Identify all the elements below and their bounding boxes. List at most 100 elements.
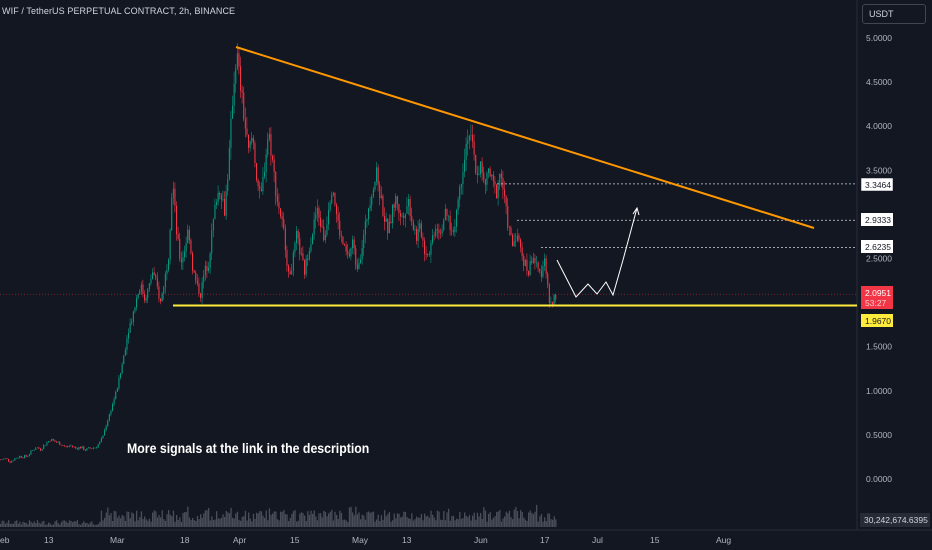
volume-bar bbox=[81, 523, 83, 527]
volume-bar bbox=[492, 517, 495, 527]
candle bbox=[331, 194, 333, 203]
volume-bar bbox=[256, 512, 258, 527]
candle bbox=[422, 237, 424, 241]
volume-bar bbox=[342, 519, 344, 527]
candle bbox=[537, 262, 539, 269]
candle bbox=[219, 193, 221, 196]
volume-bar bbox=[201, 517, 203, 527]
volume-bar bbox=[232, 517, 234, 527]
candle bbox=[363, 234, 365, 248]
projected-path[interactable] bbox=[556, 207, 638, 298]
candle bbox=[30, 450, 32, 455]
volume-bar bbox=[147, 520, 149, 527]
candle bbox=[364, 221, 366, 235]
candle bbox=[38, 447, 40, 449]
volume-bar bbox=[214, 519, 216, 527]
candle bbox=[539, 268, 541, 271]
candle bbox=[195, 272, 197, 281]
candle bbox=[260, 188, 262, 192]
candle bbox=[24, 455, 26, 459]
candle bbox=[550, 301, 552, 303]
volume-bar bbox=[456, 518, 458, 527]
volume-bar bbox=[328, 513, 330, 527]
candle bbox=[372, 189, 374, 197]
volume-bar bbox=[190, 520, 192, 527]
price-tag-1-9670: 1.9670 bbox=[861, 314, 893, 327]
volume-bar bbox=[321, 517, 323, 527]
volume-bar bbox=[73, 521, 75, 527]
volume-bar bbox=[284, 514, 287, 527]
volume-bar bbox=[408, 518, 410, 527]
volume-bar bbox=[499, 510, 501, 527]
volume-bar bbox=[508, 510, 511, 527]
candle bbox=[299, 238, 301, 255]
candle bbox=[379, 184, 381, 198]
volume-bar bbox=[529, 510, 531, 527]
candle bbox=[294, 243, 296, 253]
volume-bar bbox=[24, 522, 26, 527]
volume-bar bbox=[420, 513, 423, 527]
volume-bar bbox=[204, 510, 207, 527]
candle bbox=[545, 258, 547, 274]
volume-bar bbox=[344, 519, 346, 527]
candle bbox=[216, 202, 218, 205]
candle bbox=[97, 444, 99, 448]
candle bbox=[25, 455, 27, 457]
price-tag-text: 2.6235 bbox=[865, 242, 891, 252]
candle bbox=[169, 230, 171, 260]
candle bbox=[347, 251, 349, 254]
volume-bar bbox=[248, 512, 250, 527]
candle bbox=[284, 228, 286, 251]
volume-bar bbox=[384, 510, 386, 527]
candle bbox=[112, 403, 114, 411]
volume-bar bbox=[44, 524, 47, 527]
volume-bar bbox=[212, 520, 215, 527]
volume-bar bbox=[403, 511, 405, 527]
candle bbox=[428, 254, 430, 255]
volume-bar bbox=[252, 513, 255, 527]
volume-bar bbox=[56, 520, 58, 527]
candle bbox=[433, 235, 435, 236]
currency-button[interactable]: USDT bbox=[862, 4, 926, 24]
candle bbox=[473, 141, 475, 155]
volume-bar bbox=[142, 518, 144, 527]
candle bbox=[48, 441, 50, 443]
volume-bar bbox=[331, 509, 333, 527]
volume-bar bbox=[64, 520, 66, 527]
candle bbox=[33, 449, 35, 451]
y-tick-label: 4.5000 bbox=[866, 77, 892, 87]
volume-bar bbox=[268, 508, 271, 527]
candle bbox=[244, 119, 246, 129]
volume-bar bbox=[478, 516, 480, 527]
candle bbox=[481, 161, 483, 173]
candle bbox=[56, 441, 58, 443]
chart-title: WIF / TetherUS PERPETUAL CONTRACT, 2h, B… bbox=[2, 6, 236, 16]
volume-bar bbox=[203, 513, 205, 527]
candle bbox=[198, 283, 200, 294]
volume-bar bbox=[145, 519, 147, 527]
candle bbox=[180, 259, 182, 263]
volume-bar bbox=[216, 511, 218, 527]
candle bbox=[238, 53, 240, 67]
candle bbox=[457, 199, 459, 211]
volume-bar bbox=[388, 511, 391, 527]
volume-bar bbox=[153, 510, 155, 527]
candle bbox=[532, 258, 534, 263]
candle bbox=[280, 208, 282, 217]
candle bbox=[401, 216, 403, 217]
candle bbox=[273, 159, 275, 173]
candle bbox=[240, 66, 242, 91]
volume-bar bbox=[366, 512, 368, 527]
candle bbox=[54, 440, 56, 442]
volume-bar bbox=[518, 518, 520, 527]
volume-bar bbox=[27, 524, 29, 527]
volume-bar bbox=[428, 517, 431, 527]
candle bbox=[28, 454, 30, 456]
volume-bar bbox=[286, 514, 288, 527]
volume-bar bbox=[161, 510, 163, 527]
candle bbox=[430, 242, 432, 255]
candle bbox=[467, 140, 469, 144]
candle bbox=[168, 259, 170, 270]
descending-trendline[interactable] bbox=[235, 46, 815, 229]
